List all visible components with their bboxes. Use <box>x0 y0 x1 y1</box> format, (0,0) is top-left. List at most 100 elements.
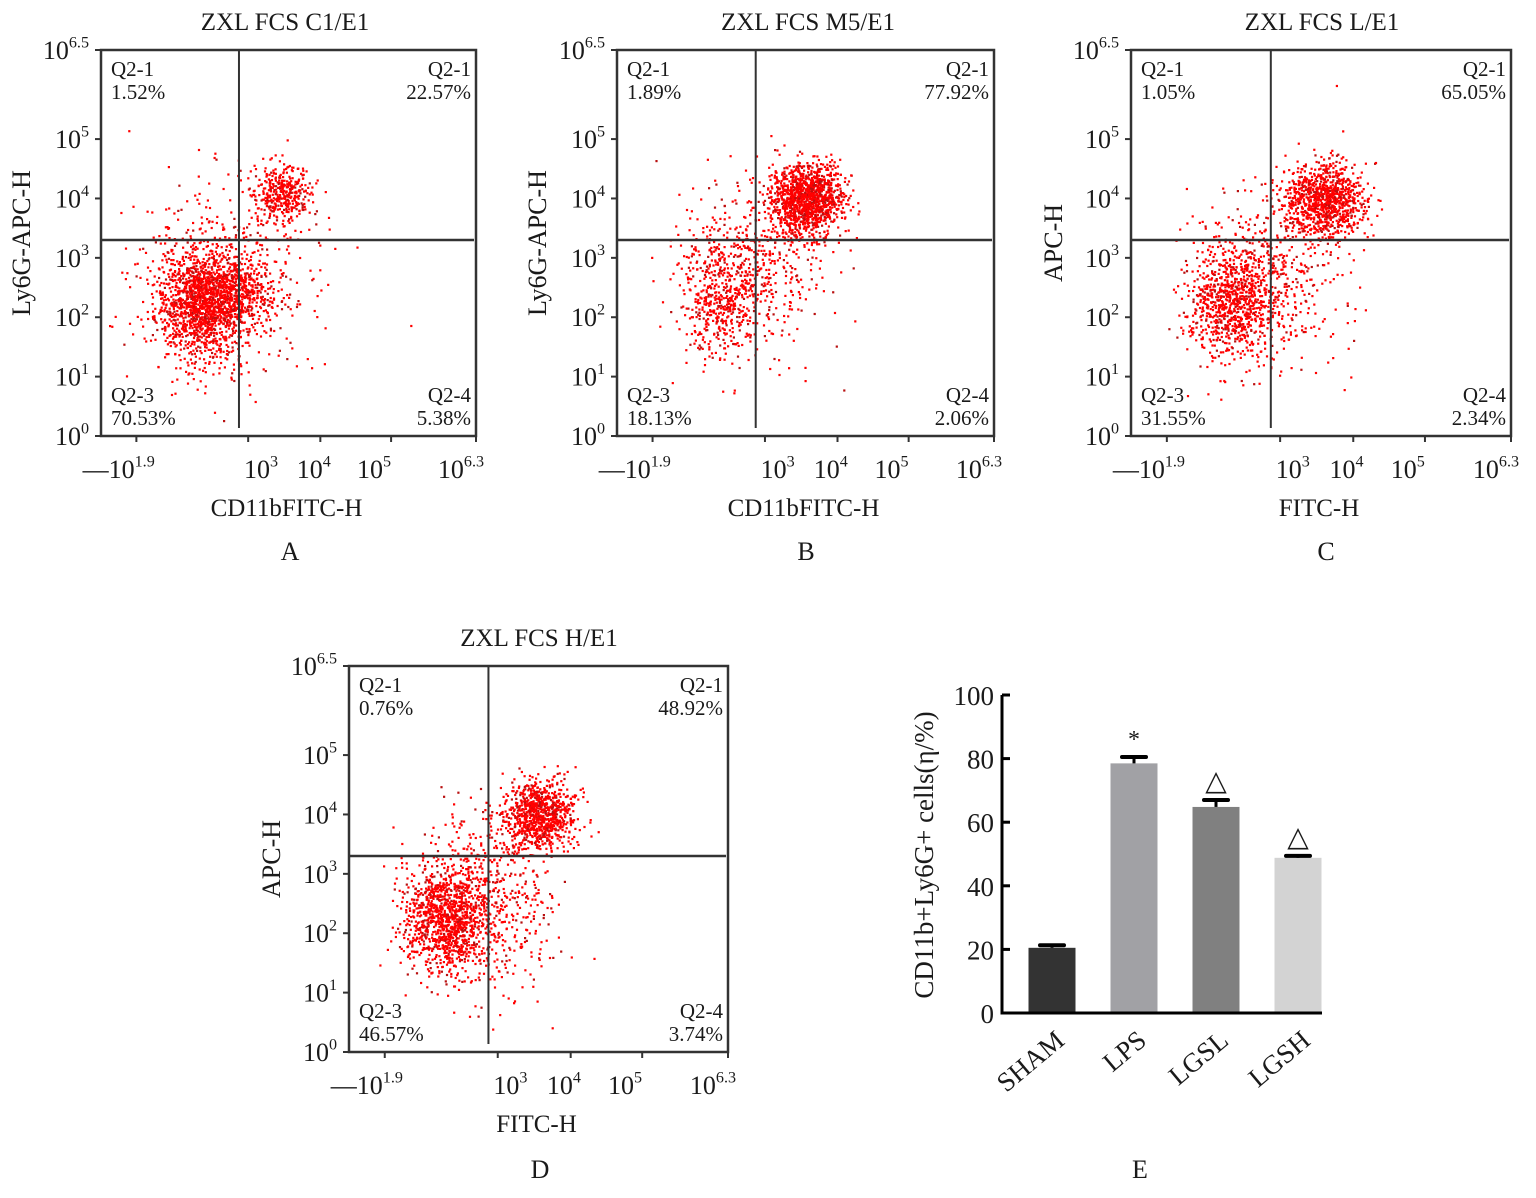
data-point <box>272 200 275 203</box>
data-point <box>240 306 243 309</box>
data-point <box>209 313 212 316</box>
data-point <box>189 295 193 298</box>
data-point <box>790 222 793 225</box>
data-point <box>655 160 658 163</box>
data-point <box>203 296 207 299</box>
data-point <box>217 288 220 291</box>
data-point <box>742 318 745 322</box>
data-point <box>784 282 787 285</box>
data-point <box>732 305 735 308</box>
data-point <box>254 175 258 178</box>
data-point <box>182 291 185 294</box>
data-point <box>170 262 173 266</box>
data-point <box>219 304 222 307</box>
data-point <box>287 220 290 223</box>
data-point <box>209 333 213 336</box>
quadrant-percent: 77.92% <box>924 80 989 104</box>
data-point <box>756 348 759 351</box>
data-point <box>722 311 726 315</box>
data-point <box>228 273 231 276</box>
data-point <box>168 275 171 278</box>
data-point <box>720 295 724 298</box>
data-point <box>158 312 161 315</box>
data-point <box>205 298 209 302</box>
data-point <box>193 278 196 281</box>
data-point <box>790 218 793 222</box>
data-point <box>176 260 179 263</box>
data-point <box>825 198 828 201</box>
data-point <box>235 342 238 345</box>
data-point <box>815 224 818 228</box>
data-point <box>181 255 184 258</box>
data-point <box>739 254 742 257</box>
data-point <box>800 192 803 195</box>
data-point <box>185 323 188 326</box>
data-point <box>197 303 200 306</box>
data-point <box>736 342 739 345</box>
data-point <box>191 362 194 365</box>
data-point <box>241 344 244 348</box>
data-point <box>282 297 285 300</box>
data-point <box>769 191 772 194</box>
data-point <box>258 178 261 181</box>
data-point <box>218 268 221 271</box>
data-point <box>259 300 263 303</box>
data-point <box>717 312 721 315</box>
data-point <box>766 282 769 285</box>
data-point <box>129 286 132 289</box>
data-point <box>800 190 803 193</box>
data-point <box>257 224 260 227</box>
data-point <box>271 174 274 178</box>
data-point <box>827 179 830 182</box>
data-point <box>272 185 275 188</box>
data-point <box>751 274 754 277</box>
data-point <box>171 303 174 306</box>
data-point <box>174 302 177 305</box>
data-point <box>723 269 726 272</box>
data-point <box>731 327 734 330</box>
data-point <box>746 225 749 228</box>
data-point <box>711 310 714 313</box>
data-point <box>819 188 822 191</box>
data-point <box>710 271 713 274</box>
data-point <box>196 336 199 339</box>
data-point <box>218 280 221 283</box>
data-point <box>226 323 229 326</box>
data-point <box>713 250 716 253</box>
data-point <box>211 351 214 355</box>
data-point <box>804 189 807 192</box>
data-point <box>814 217 817 220</box>
data-point <box>749 263 752 266</box>
data-point <box>231 332 234 335</box>
data-point <box>195 255 198 258</box>
data-point <box>225 353 228 356</box>
data-point <box>178 273 181 276</box>
data-point <box>191 353 194 356</box>
data-point <box>818 170 821 173</box>
data-point <box>203 293 206 296</box>
data-point <box>218 344 221 348</box>
data-point <box>179 367 182 370</box>
data-point <box>787 205 790 208</box>
data-point <box>707 302 710 305</box>
data-point <box>707 323 710 326</box>
data-point <box>772 296 775 299</box>
data-point <box>229 199 232 202</box>
data-point <box>154 338 157 341</box>
data-point <box>191 332 195 335</box>
data-point <box>711 279 714 282</box>
data-point <box>201 222 204 225</box>
data-point <box>178 341 181 344</box>
data-point <box>184 340 187 343</box>
data-point <box>215 316 218 319</box>
data-point <box>253 290 256 293</box>
data-point <box>223 311 226 314</box>
data-point <box>301 206 304 209</box>
data-point <box>785 270 788 273</box>
data-point <box>715 221 718 224</box>
data-point <box>797 256 800 259</box>
data-point <box>183 309 186 313</box>
data-point <box>173 310 176 313</box>
data-point <box>193 275 196 278</box>
data-point <box>246 267 249 270</box>
